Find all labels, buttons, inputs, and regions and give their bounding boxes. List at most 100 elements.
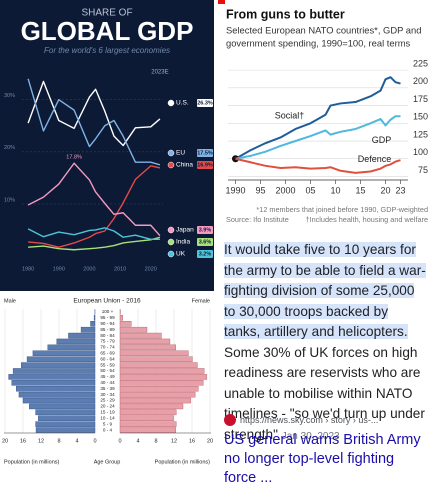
female-bar [120, 374, 207, 379]
x-tick-label: 2000 [83, 266, 95, 272]
legend-marker [168, 100, 174, 106]
age-label: 25 - 29 [100, 398, 115, 403]
female-bar [120, 386, 198, 391]
male-bar [91, 321, 96, 326]
series-label: GDP [372, 135, 392, 145]
chart-title: From guns to butter [226, 7, 345, 21]
male-bar [27, 357, 95, 362]
x-tick-label: 12 [171, 438, 177, 444]
male-bar [29, 404, 95, 409]
female-bar [120, 357, 192, 362]
legend-label: India [176, 239, 190, 246]
male-bar [19, 392, 95, 397]
legend-label: China [176, 162, 193, 169]
age-label: 80 - 84 [100, 333, 115, 338]
female-bar [120, 416, 174, 421]
female-bar [120, 392, 195, 397]
headline-link[interactable]: US general warns British Army no longer … [224, 431, 428, 488]
age-label: 35 - 39 [100, 386, 115, 391]
x-tick-label: 4 [75, 438, 78, 444]
male-bar [21, 363, 95, 368]
page: SHARE OF GLOBAL GDP For the world's 6 la… [0, 0, 432, 473]
male-bar [9, 374, 95, 379]
x-tick-label: 1990 [53, 266, 65, 272]
x-tick-label: 2000 [275, 185, 295, 195]
annotation: 2023E [151, 70, 168, 76]
female-bar [120, 404, 183, 409]
y-tick-label: 20% [4, 145, 15, 151]
female-bar [120, 315, 123, 320]
age-label: 95 - 99 [100, 315, 115, 320]
male-bar [36, 427, 95, 432]
chart-title: GLOBAL GDP [21, 16, 194, 46]
subtitle: government spending, 1990=100, real term… [226, 37, 411, 48]
footnote: †Includes health, housing and welfare [305, 215, 428, 224]
age-label: 0 - 4 [103, 427, 113, 432]
male-bar [12, 380, 95, 385]
female-bar [120, 422, 176, 427]
age-label: 5 - 9 [103, 421, 113, 426]
age-label: 10 - 14 [100, 415, 115, 420]
legend-label: EU [176, 150, 185, 157]
age-label: 15 - 19 [100, 410, 115, 415]
highlighted-text: It would take five to 10 years for the a… [224, 242, 426, 339]
age-label: 30 - 34 [100, 392, 115, 397]
x-tick-label: 12 [38, 438, 44, 444]
female-bar [120, 321, 131, 326]
female-bar [120, 427, 176, 432]
legend-marker [168, 251, 174, 257]
value-label: 3.6% [199, 239, 212, 245]
x-tick-label: 10 [330, 185, 340, 195]
age-label: 90 - 94 [100, 321, 115, 326]
series-label: Social† [275, 110, 305, 120]
legend-label: U.S. [176, 100, 189, 107]
female-bar [120, 327, 147, 332]
age-label: 40 - 44 [100, 380, 115, 385]
legend-marker [168, 227, 174, 233]
chart-title: European Union - 2016 [73, 298, 141, 305]
x-tick-label: 0 [93, 438, 96, 444]
male-bar [23, 398, 95, 403]
y-tick-label: 75 [418, 165, 428, 175]
age-label: 20 - 24 [100, 404, 115, 409]
x-tick-label: 8 [154, 438, 157, 444]
x-tick-label: 2010 [114, 266, 126, 272]
y-tick-label: 225 [413, 59, 428, 69]
male-bar [57, 339, 95, 344]
y-tick-label: 30% [4, 93, 15, 99]
subtitle: Selected European NATO countries*, GDP a… [226, 24, 421, 35]
female-bar [120, 339, 170, 344]
x-tick-label: 20 [380, 185, 390, 195]
value-label: 3.2% [199, 251, 212, 257]
legend-marker [168, 239, 174, 245]
category-axis-label: Age Group [94, 459, 121, 465]
value-label: 17.8% [66, 155, 82, 161]
female-bar [120, 410, 176, 415]
population-pyramid: European Union - 2016 Male Female Popula… [2, 298, 213, 466]
male-bar [38, 416, 95, 421]
subtitle: For the world's 6 largest economies [44, 46, 170, 55]
series-line [236, 77, 401, 159]
age-label: 60 - 64 [100, 356, 115, 361]
age-label: 65 - 69 [100, 351, 115, 356]
site-icon [224, 414, 236, 426]
source-url[interactable]: https://news.sky.com › story › us-... [240, 415, 378, 425]
y-tick-label: 175 [413, 94, 428, 104]
legend-male: Male [4, 298, 16, 304]
series-label: Defence [358, 154, 392, 164]
snippet-text: Some 30% of UK forces on high readiness … [224, 345, 425, 442]
legend-label: Japan [176, 227, 194, 234]
source-link[interactable]: https://news.sky.com › story › us-... [224, 414, 428, 426]
y-tick-label: 10% [4, 197, 15, 203]
y-tick-label: 125 [413, 129, 428, 139]
x-tick-label: 8 [57, 438, 60, 444]
age-label: 70 - 74 [100, 345, 115, 350]
age-label: 85 - 89 [100, 327, 115, 332]
x-tick-label: 4 [136, 438, 139, 444]
female-bar [120, 398, 191, 403]
value-label: 16.9% [197, 162, 213, 168]
x-tick-label: 1980 [22, 266, 34, 272]
value-label: 3.9% [199, 227, 212, 233]
y-tick-label: 100 [413, 147, 428, 157]
female-bar [120, 368, 204, 373]
